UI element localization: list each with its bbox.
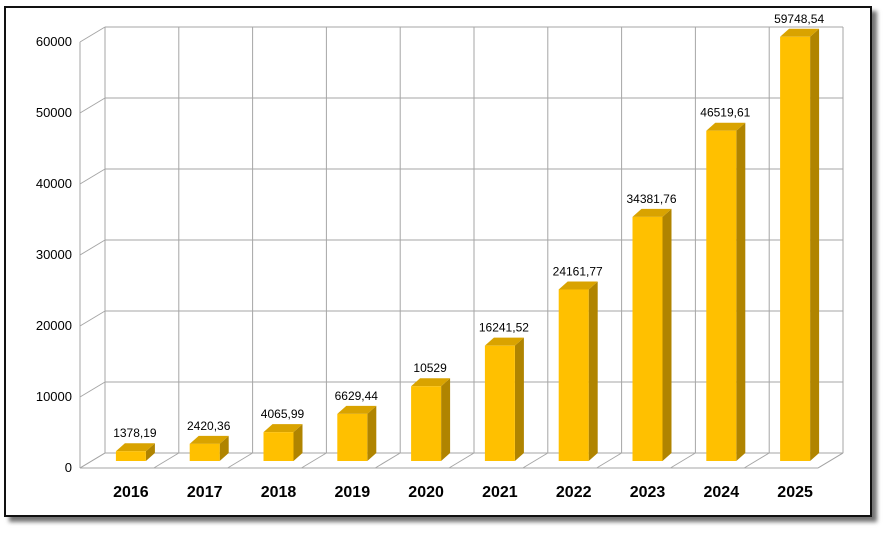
x-tick-label: 2025	[777, 484, 813, 501]
gridline-side	[79, 26, 106, 43]
bar-front	[115, 451, 146, 461]
bar-front	[263, 432, 294, 461]
y-tick-label: 0	[65, 460, 72, 475]
bar	[706, 122, 746, 462]
data-labels: 1378,19 2420,36 4065,99 6629,44 10529 16241,5…	[113, 12, 824, 440]
bar-side	[736, 122, 746, 462]
x-tick-label: 2024	[704, 484, 740, 501]
bar-top	[706, 122, 746, 131]
floor-line	[448, 452, 475, 469]
bar	[411, 378, 451, 461]
bar-front	[780, 36, 811, 461]
y-axis-labels: 0 10000 20000 30000 40000 50000 60000	[36, 34, 72, 475]
y-tick-label: 20000	[36, 318, 72, 333]
bar-side	[219, 435, 229, 461]
bar-top	[337, 405, 377, 414]
bar-front	[706, 130, 737, 462]
bars	[115, 28, 820, 462]
bar	[115, 443, 155, 461]
bar-top	[632, 208, 672, 217]
bar-front	[484, 345, 515, 461]
bar	[263, 424, 303, 461]
floor-line	[301, 452, 327, 469]
bar-top	[263, 424, 303, 433]
gridline-side	[79, 97, 106, 114]
floor-line	[79, 452, 106, 469]
gridline-side	[79, 239, 106, 256]
data-label: 34381,76	[626, 192, 676, 206]
data-label: 46519,61	[700, 106, 750, 120]
data-label: 16241,52	[479, 321, 529, 335]
bar-front	[632, 216, 663, 461]
y-tick-label: 10000	[36, 389, 72, 404]
data-label: 10529	[413, 361, 447, 375]
gridline-side	[79, 381, 106, 398]
bar-top	[780, 28, 820, 37]
bar-side	[514, 337, 524, 461]
gridline-side	[79, 310, 106, 327]
data-label: 6629,44	[335, 389, 379, 403]
floor-line	[596, 452, 622, 469]
y-tick-label: 30000	[36, 247, 72, 262]
bar	[632, 208, 672, 461]
x-tick-label: 2017	[187, 484, 223, 501]
x-tick-label: 2016	[113, 484, 149, 501]
bar-top	[115, 443, 155, 452]
bar-top	[189, 435, 229, 444]
bar-top	[558, 281, 598, 290]
x-tick-label: 2018	[261, 484, 297, 501]
data-label: 24161,77	[553, 264, 603, 278]
floor-line	[522, 452, 549, 469]
bar	[484, 337, 524, 461]
floor-line	[670, 452, 696, 469]
bar-top	[484, 337, 524, 346]
bar	[558, 281, 598, 461]
bar-side	[441, 378, 451, 461]
y-tick-label: 40000	[36, 176, 72, 191]
x-tick-label: 2020	[408, 484, 444, 501]
bar-side	[810, 28, 820, 461]
data-label: 1378,19	[113, 426, 157, 440]
x-tick-label: 2022	[556, 484, 592, 501]
bar-side	[588, 281, 598, 461]
x-tick-label: 2021	[482, 484, 518, 501]
floor-line	[153, 452, 180, 469]
bar-side	[145, 443, 155, 461]
gridline-side	[79, 168, 106, 185]
bar	[780, 28, 820, 461]
x-tick-label: 2023	[630, 484, 666, 501]
data-label: 2420,36	[187, 419, 231, 433]
bar-top	[411, 378, 451, 387]
bar-side	[293, 424, 303, 461]
y-tick-label: 60000	[36, 34, 72, 49]
data-label: 59748,54	[774, 12, 824, 26]
floor-line	[743, 452, 770, 469]
floor-line	[227, 452, 253, 469]
data-label: 4065,99	[261, 407, 305, 421]
floor-right-edge	[817, 452, 844, 469]
floor-line	[374, 452, 401, 469]
bar-front	[189, 443, 220, 461]
y-tick-label: 50000	[36, 105, 72, 120]
bar-front	[411, 386, 442, 461]
bar	[189, 435, 229, 461]
x-tick-label: 2019	[335, 484, 371, 501]
bar	[337, 405, 377, 461]
bar-front	[337, 413, 368, 461]
x-axis-labels: 2016 2017 2018 2019 2020 2021 2022 2023 2024 2025	[113, 484, 813, 501]
bar-front	[558, 289, 589, 461]
bar-side	[662, 208, 672, 461]
bar-side	[367, 405, 377, 461]
